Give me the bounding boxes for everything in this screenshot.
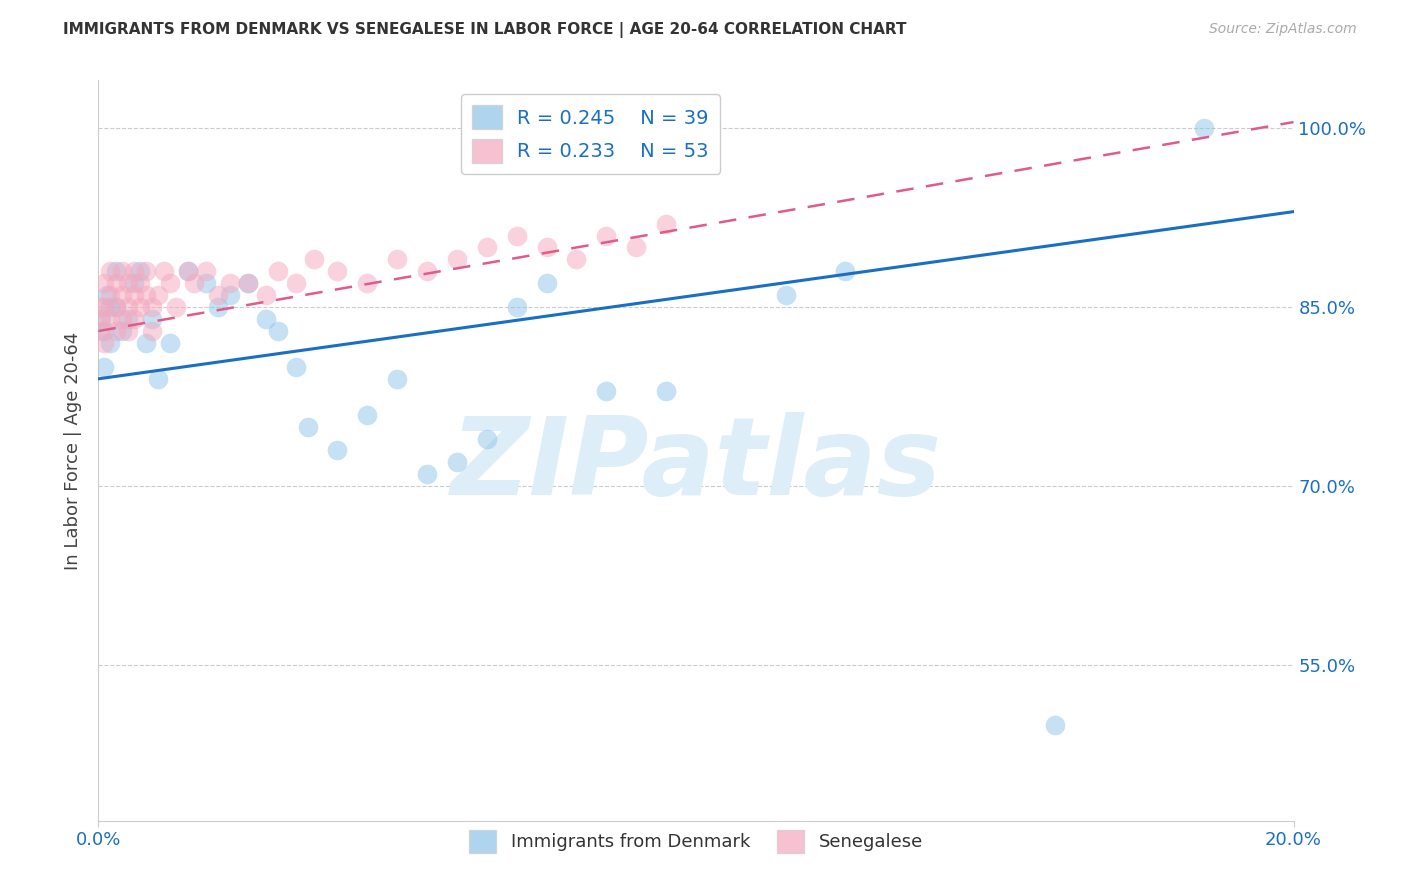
Point [207,300,229,314]
Text: Source: ZipAtlas.com: Source: ZipAtlas.com [1209,22,1357,37]
Point [506,300,529,314]
Point [159,336,181,351]
Point [93,277,115,291]
Point [124,288,146,302]
Point [98,336,122,351]
Point [93,359,115,374]
Point [148,288,170,302]
Point [90,312,112,326]
Point [626,240,648,254]
Point [153,264,176,278]
Point [111,324,134,338]
Point [111,312,134,326]
Point [124,312,146,326]
Point [254,312,277,326]
Point [148,372,170,386]
Point [446,455,468,469]
Point [117,277,139,291]
Point [117,312,139,326]
Point [565,252,588,267]
Point [595,228,617,243]
Point [207,288,229,302]
Point [165,300,187,314]
Point [105,264,128,278]
Point [111,264,134,278]
Point [506,228,529,243]
Point [219,288,242,302]
Point [834,264,856,278]
Point [105,300,128,314]
Legend: Immigrants from Denmark, Senegalese: Immigrants from Denmark, Senegalese [461,823,931,860]
Y-axis label: In Labor Force | Age 20-64: In Labor Force | Age 20-64 [65,331,83,570]
Point [105,277,128,291]
Point [326,264,349,278]
Point [446,252,468,267]
Point [177,264,200,278]
Point [195,277,218,291]
Point [141,312,163,326]
Point [105,300,128,314]
Point [536,277,558,291]
Point [177,264,200,278]
Point [475,240,498,254]
Point [236,277,259,291]
Point [655,384,678,398]
Point [93,324,115,338]
Point [129,277,152,291]
Point [141,300,163,314]
Point [105,324,128,338]
Point [183,277,205,291]
Point [1043,718,1066,732]
Point [89,312,111,326]
Point [416,264,439,278]
Point [219,277,242,291]
Point [135,336,157,351]
Point [98,300,122,314]
Point [111,288,134,302]
Point [93,300,115,314]
Point [129,264,152,278]
Point [124,277,146,291]
Point [135,288,157,302]
Point [89,300,111,314]
Point [297,419,319,434]
Point [254,288,277,302]
Point [195,264,218,278]
Point [267,324,290,338]
Point [536,240,558,254]
Point [775,288,797,302]
Point [302,252,325,267]
Point [356,277,378,291]
Point [124,264,146,278]
Point [117,300,139,314]
Point [98,312,122,326]
Point [356,408,378,422]
Point [385,252,409,267]
Point [141,324,163,338]
Point [1192,121,1215,136]
Point [96,288,118,302]
Point [416,467,439,482]
Point [595,384,617,398]
Point [284,359,307,374]
Point [129,300,152,314]
Point [93,336,115,351]
Point [284,277,307,291]
Point [117,324,139,338]
Text: ZIPatlas: ZIPatlas [450,412,942,518]
Point [236,277,259,291]
Point [385,372,409,386]
Point [159,277,181,291]
Text: IMMIGRANTS FROM DENMARK VS SENEGALESE IN LABOR FORCE | AGE 20-64 CORRELATION CHA: IMMIGRANTS FROM DENMARK VS SENEGALESE IN… [63,22,907,38]
Point [475,432,498,446]
Point [98,264,122,278]
Point [135,264,157,278]
Point [655,217,678,231]
Point [326,443,349,458]
Point [267,264,290,278]
Point [98,288,122,302]
Point [90,324,112,338]
